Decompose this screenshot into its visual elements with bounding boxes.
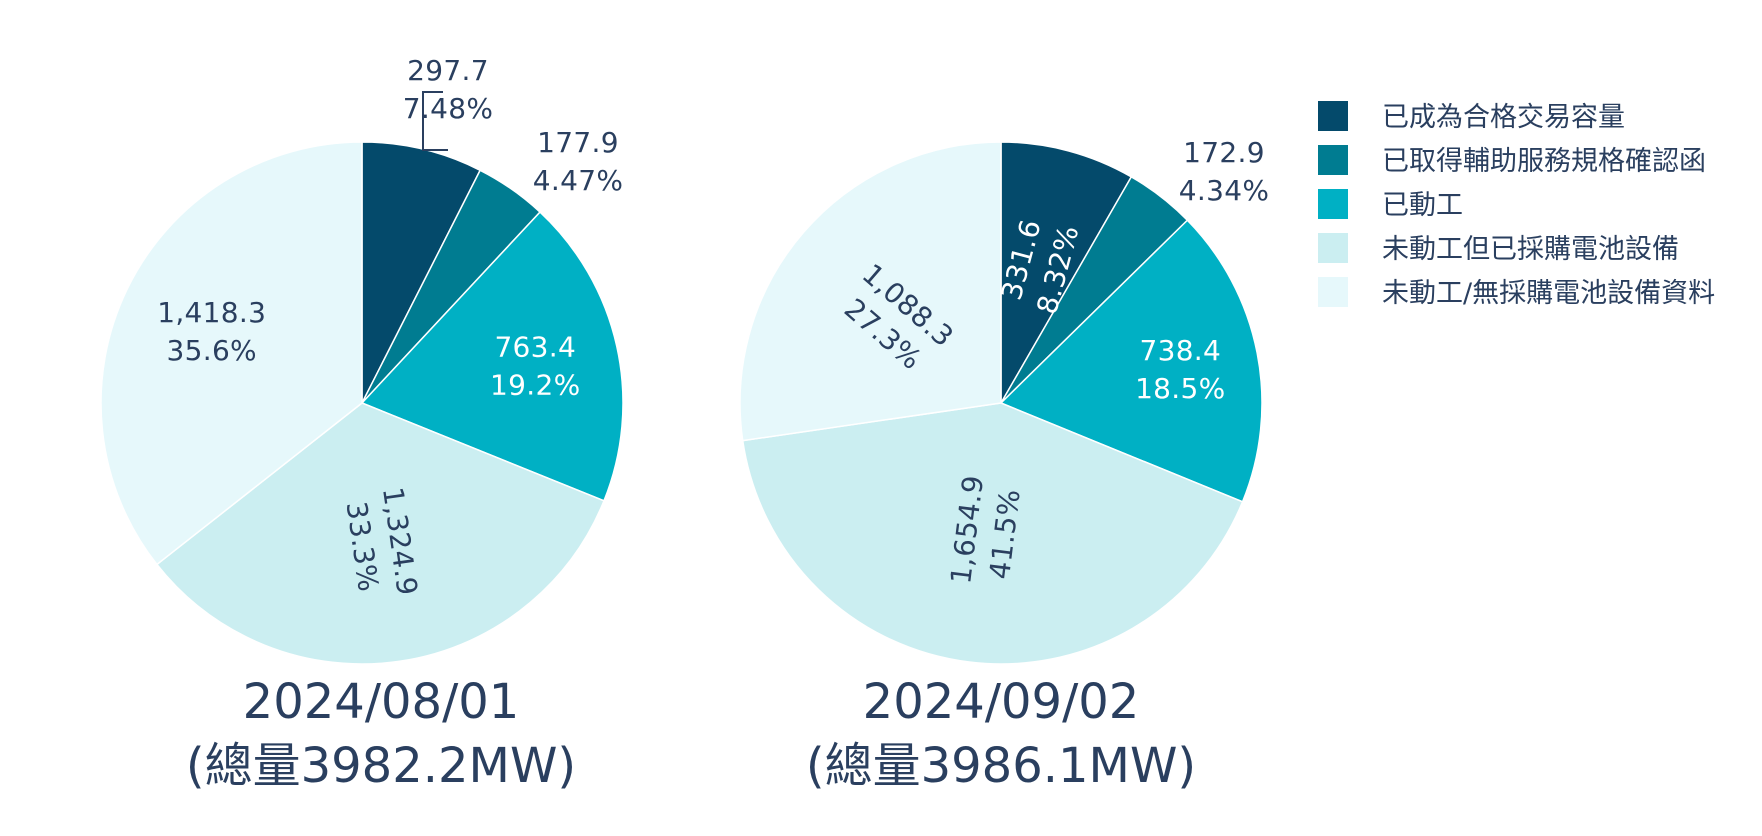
pie-slice-qualified-capacity[interactable] <box>1000 141 1133 406</box>
legend-item-qualified-capacity[interactable]: 已成為合格交易容量 <box>1318 101 1625 133</box>
legend-item-not-started-no-data[interactable]: 未動工/無採購電池設備資料 <box>1318 277 1715 309</box>
pie-slice-not-started-battery-purchased[interactable] <box>741 402 1244 665</box>
pie-slice-not-started-no-data[interactable] <box>100 141 363 566</box>
slice-value-label: 297.7 <box>407 54 489 87</box>
slice-value-label: 177.9 <box>537 126 619 159</box>
pie-slice-under-construction[interactable] <box>999 219 1263 503</box>
slice-percent-label: 4.47% <box>533 164 623 197</box>
legend-label: 未動工但已採購電池設備 <box>1382 234 1679 265</box>
pie-slice-not-started-battery-purchased[interactable] <box>155 402 605 665</box>
legend-swatch <box>1318 145 1348 175</box>
slice-percent-label: 18.5% <box>1135 372 1225 405</box>
pie-title-total: (總量3986.1MW) <box>806 738 1196 794</box>
legend-swatch <box>1318 189 1348 219</box>
slice-label-qualified-capacity: 297.7 7.48% <box>403 54 493 125</box>
legend-swatch <box>1318 101 1348 131</box>
slice-label-ancillary-confirmed: 177.9 4.47% <box>533 126 623 197</box>
pie-chart-2024-08-01: 297.77.48%177.94.47%763.419.2%1,324.933.… <box>100 54 624 794</box>
legend-item-ancillary-confirmed[interactable]: 已取得輔助服務規格確認函 <box>1318 145 1706 177</box>
pie-title-date: 2024/09/02 <box>863 674 1140 730</box>
slice-percent-label: 19.2% <box>490 369 580 402</box>
slice-label-under-construction: 738.4 18.5% <box>1135 334 1225 405</box>
pie-title-date: 2024/08/01 <box>243 674 520 730</box>
slice-label-not-started-no-data: 1,418.3 35.6% <box>157 296 266 367</box>
slice-value-label: 1,418.3 <box>157 296 266 329</box>
legend-item-under-construction[interactable]: 已動工 <box>1318 189 1463 221</box>
label-leader-line <box>422 91 448 151</box>
pie-slice-not-started-no-data[interactable] <box>739 141 1002 442</box>
legend-swatch <box>1318 277 1348 307</box>
slice-value-label: 763.4 <box>494 331 576 364</box>
slice-value-label: 172.9 <box>1183 136 1265 169</box>
legend-label: 已成為合格交易容量 <box>1382 102 1625 133</box>
slice-value-label: 738.4 <box>1139 334 1221 367</box>
chart-legend: 已成為合格交易容量 已取得輔助服務規格確認函 已動工 未動工但已採購電池設備 未… <box>1318 101 1715 309</box>
slice-label-ancillary-confirmed: 172.9 4.34% <box>1179 136 1269 207</box>
pie-title-total: (總量3982.2MW) <box>186 738 576 794</box>
legend-item-not-started-battery-purchased[interactable]: 未動工但已採購電池設備 <box>1318 233 1679 265</box>
legend-label: 已動工 <box>1382 190 1463 221</box>
slice-label-under-construction: 763.4 19.2% <box>490 331 580 402</box>
legend-label: 已取得輔助服務規格確認函 <box>1382 146 1706 177</box>
legend-swatch <box>1318 233 1348 263</box>
slice-percent-label: 4.34% <box>1179 174 1269 207</box>
slice-percent-label: 7.48% <box>403 92 493 125</box>
pie-chart-2024-09-02: 331.68.32%172.94.34%738.418.5%1,654.941.… <box>739 136 1269 794</box>
slice-percent-label: 35.6% <box>167 334 257 367</box>
legend-label: 未動工/無採購電池設備資料 <box>1382 278 1715 309</box>
